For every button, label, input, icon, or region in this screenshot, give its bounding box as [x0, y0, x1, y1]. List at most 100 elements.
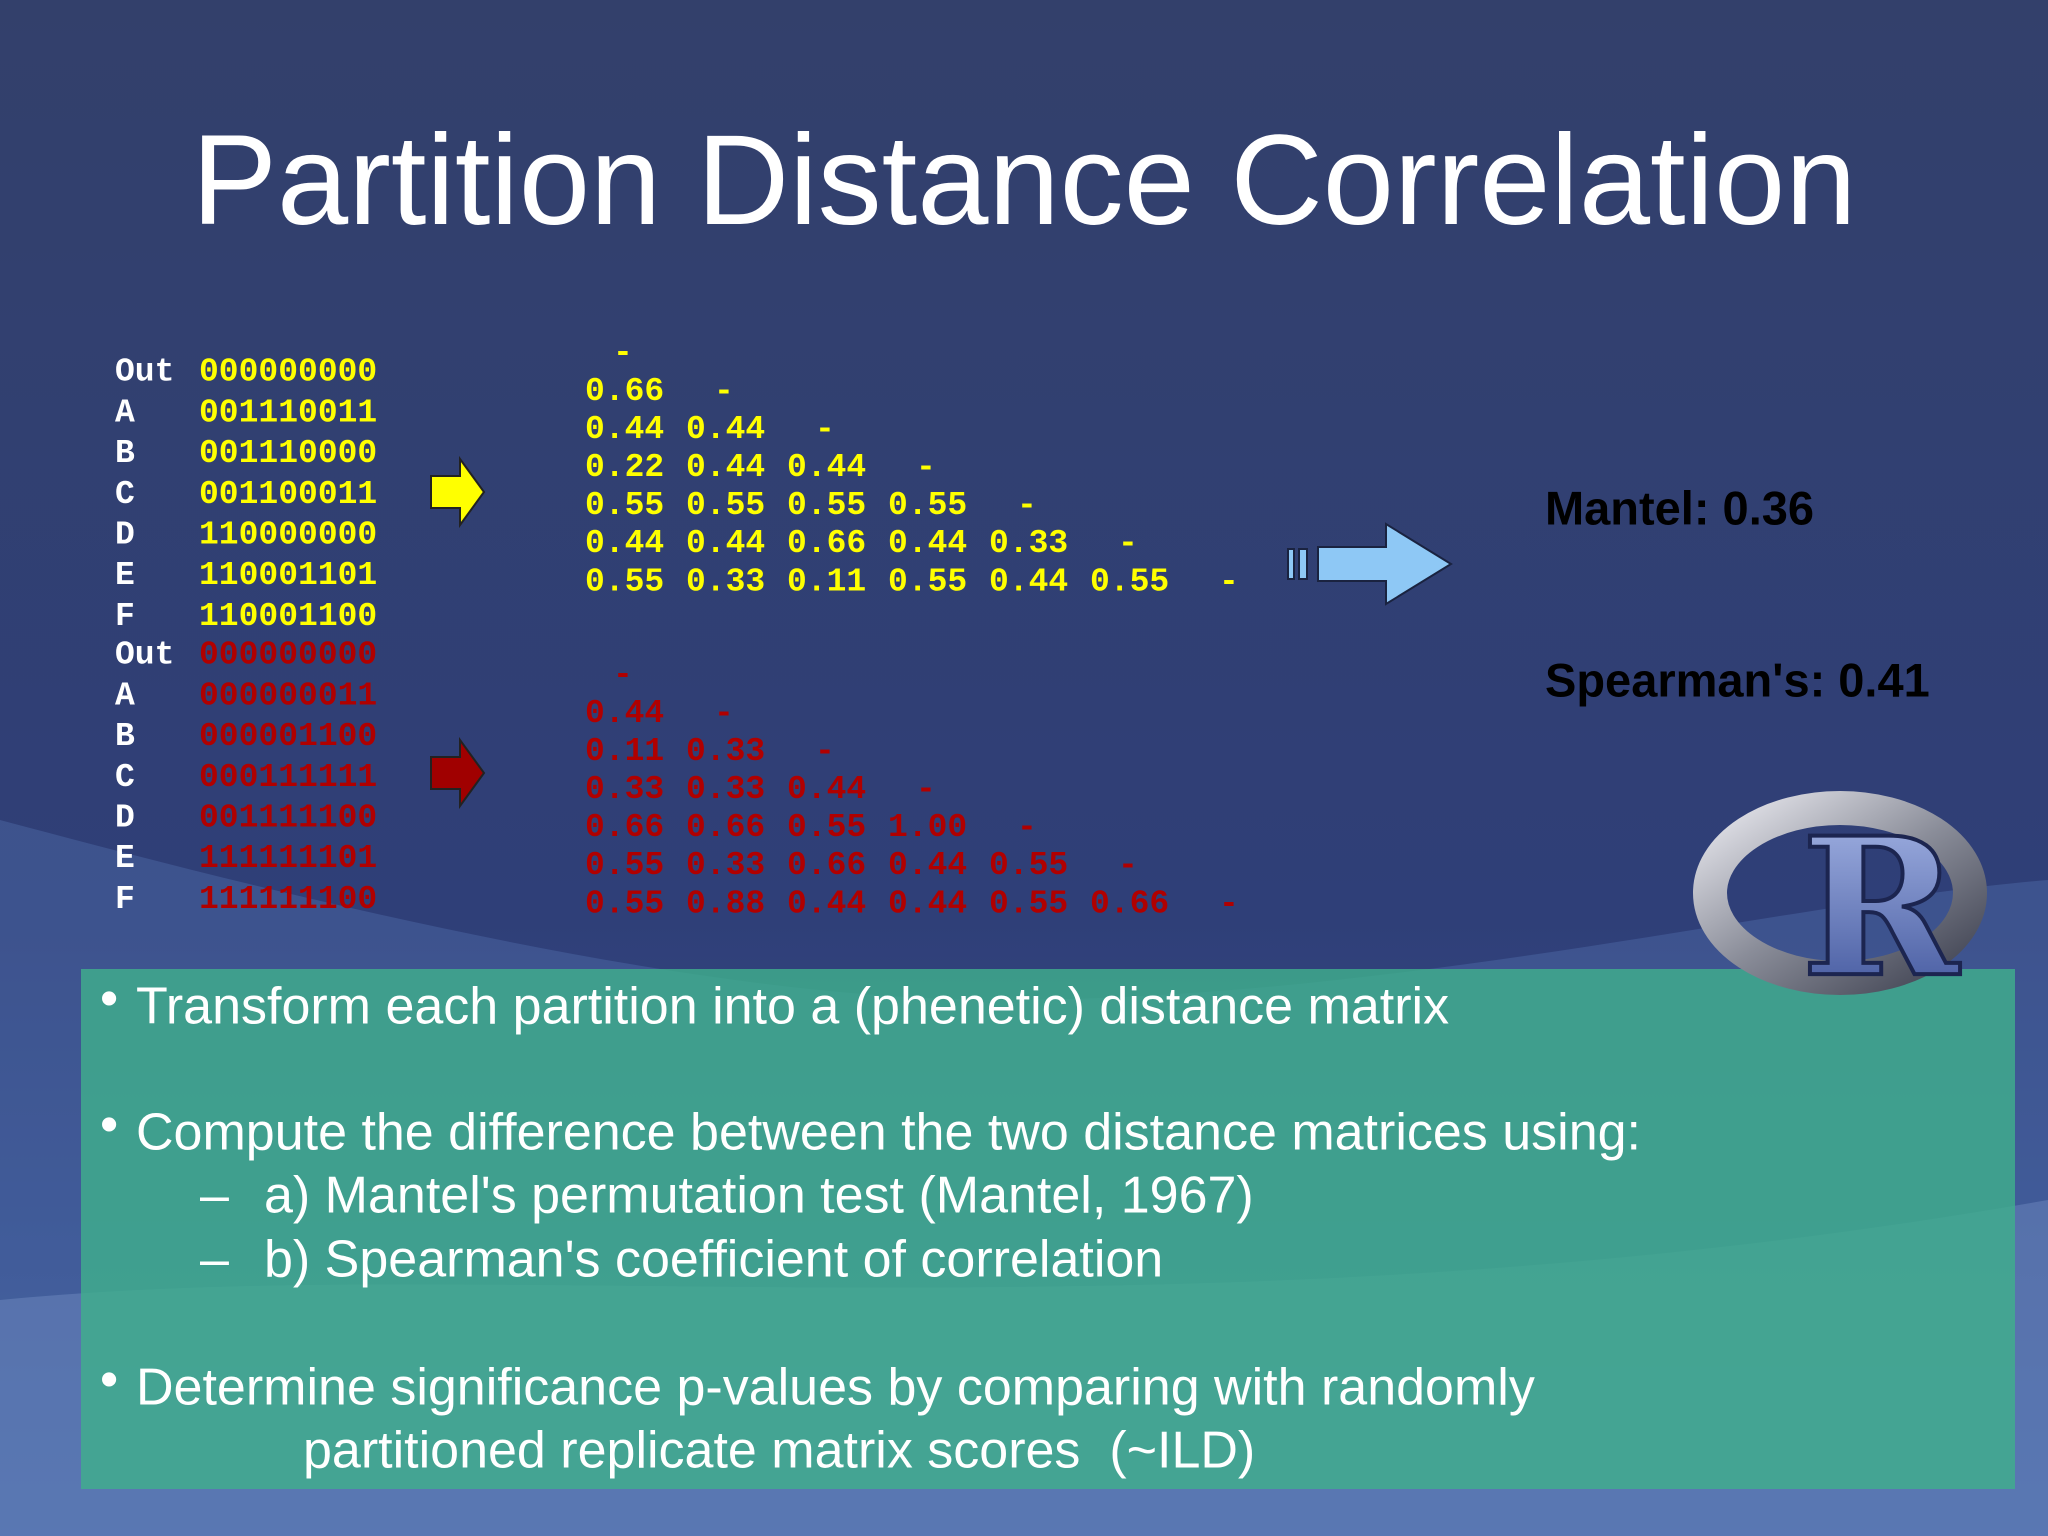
partition-code: 001110011	[199, 394, 377, 431]
partition-code: 001111100	[199, 800, 377, 837]
matrix-cell: 0.33	[585, 771, 664, 808]
row-label: D	[115, 800, 135, 837]
sub-bullet-text: a) Mantel's permutation test (Mantel, 19…	[264, 1167, 1254, 1225]
matrix-cell: 0.44	[888, 885, 967, 922]
matrix-cell: 0.55	[1090, 563, 1169, 600]
matrix-cell: 0.44	[888, 847, 967, 884]
matrix-cell: 0.44	[585, 525, 664, 562]
bullet-marker: •	[100, 1096, 118, 1154]
partition-code: 000111111	[199, 759, 377, 796]
partition-code: 001110000	[199, 435, 377, 472]
partition-code: 001100011	[199, 476, 377, 513]
row-label: E	[115, 557, 135, 594]
matrix-cell: 0.44	[686, 449, 765, 486]
matrix-cell: -	[1118, 847, 1138, 884]
matrix-cell: 0.33	[686, 563, 765, 600]
matrix-cell: -	[815, 733, 835, 770]
matrix-cell: -	[1017, 809, 1037, 846]
bullet-text: Compute the difference between the two d…	[136, 1104, 1641, 1162]
matrix-cell: -	[714, 695, 734, 732]
matrix-cell: 0.55	[787, 809, 866, 846]
matrix-cell: -	[916, 771, 936, 808]
matrix-cell: 0.55	[989, 847, 1068, 884]
matrix-cell: 0.33	[686, 847, 765, 884]
matrix-cell: 0.55	[989, 885, 1068, 922]
matrix-cell: 0.22	[585, 449, 664, 486]
matrix-cell: 0.44	[787, 771, 866, 808]
partition-code: 111111100	[199, 881, 377, 918]
bullet-continuation: partitioned replicate matrix scores (~IL…	[303, 1422, 1255, 1480]
partition-code: 110000000	[199, 517, 377, 554]
matrix-cell: 0.44	[989, 563, 1068, 600]
matrix-cell: 0.44	[585, 411, 664, 448]
matrix-cell: -	[1219, 885, 1239, 922]
partition-code: 000000011	[199, 677, 377, 714]
matrix-cell: -	[815, 411, 835, 448]
matrix-cell: 0.66	[787, 847, 866, 884]
matrix-cell: 0.66	[585, 809, 664, 846]
row-label: F	[115, 881, 135, 918]
result-score: Mantel: 0.36	[1545, 481, 1814, 534]
matrix-cell: -	[1219, 563, 1239, 600]
matrix-cell: 0.44	[787, 885, 866, 922]
partition-code: 110001101	[199, 557, 377, 594]
matrix-cell: -	[1118, 525, 1138, 562]
r-logo: R	[1693, 791, 1987, 1021]
sub-bullet-marker: –	[200, 1167, 229, 1225]
partition-code: 000000000	[199, 354, 377, 391]
matrix-cell: 0.55	[585, 487, 664, 524]
arrow-icon	[1287, 522, 1453, 606]
matrix-cell: 0.66	[1090, 885, 1169, 922]
bullet-text: Determine significance p-values by compa…	[136, 1359, 1535, 1417]
matrix-cell: -	[613, 657, 633, 694]
matrix-cell: 0.55	[888, 563, 967, 600]
sub-bullet-text: b) Spearman's coefficient of correlation	[264, 1231, 1163, 1289]
bullet-text: Transform each partition into a (pheneti…	[136, 978, 1449, 1036]
logo-letter: R	[1801, 796, 1961, 1019]
matrix-cell: 0.33	[989, 525, 1068, 562]
matrix-cell: 0.33	[686, 733, 765, 770]
partition-code: 110001100	[199, 598, 377, 635]
matrix-cell: 0.55	[585, 563, 664, 600]
result-score: Spearman's: 0.41	[1545, 653, 1930, 706]
arrow-icon	[430, 736, 486, 810]
matrix-cell: 0.44	[787, 449, 866, 486]
slide-title: Partition Distance Correlation	[192, 109, 1857, 252]
bullet-marker: •	[100, 970, 118, 1028]
row-label: A	[115, 677, 135, 714]
row-label: C	[115, 476, 135, 513]
row-label: Out	[115, 354, 174, 391]
bullet-marker: •	[100, 1351, 118, 1409]
arrow-icon	[430, 455, 486, 529]
sub-bullet-marker: –	[200, 1231, 229, 1289]
partition-code: 000001100	[199, 718, 377, 755]
row-label: E	[115, 840, 135, 877]
matrix-cell: -	[1017, 487, 1037, 524]
row-label: Out	[115, 637, 174, 674]
matrix-cell: 0.44	[888, 525, 967, 562]
matrix-cell: -	[916, 449, 936, 486]
row-label: C	[115, 759, 135, 796]
matrix-cell: 0.55	[585, 885, 664, 922]
row-label: B	[115, 435, 135, 472]
matrix-cell: 1.00	[888, 809, 967, 846]
matrix-cell: 0.44	[686, 411, 765, 448]
matrix-cell: 0.55	[787, 487, 866, 524]
matrix-cell: 0.44	[585, 695, 664, 732]
matrix-cell: 0.66	[686, 809, 765, 846]
matrix-cell: -	[613, 335, 633, 372]
matrix-cell: 0.55	[686, 487, 765, 524]
row-label: A	[115, 394, 135, 431]
matrix-cell: 0.55	[888, 487, 967, 524]
matrix-cell: 0.66	[585, 373, 664, 410]
row-label: D	[115, 517, 135, 554]
row-label: F	[115, 598, 135, 635]
bullet-panel	[81, 969, 2015, 1489]
partition-code: 111111101	[199, 840, 377, 877]
matrix-cell: 0.66	[787, 525, 866, 562]
matrix-cell: 0.11	[585, 733, 664, 770]
row-label: B	[115, 718, 135, 755]
matrix-cell: 0.44	[686, 525, 765, 562]
matrix-cell: -	[714, 373, 734, 410]
